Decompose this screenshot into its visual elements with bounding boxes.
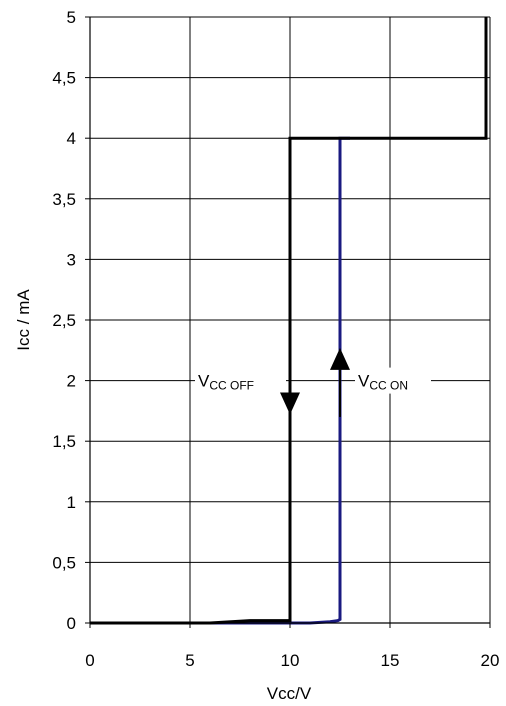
x-tick-label: 5: [185, 651, 194, 670]
x-tick-label: 20: [481, 651, 500, 670]
y-axis-title: Icc / mA: [14, 289, 33, 351]
y-tick-label: 4,5: [52, 69, 76, 88]
y-tick-label: 3: [67, 250, 76, 269]
y-tick-label: 2: [67, 372, 76, 391]
y-tick-label: 1,5: [52, 432, 76, 451]
annotation-label-bg: [195, 367, 279, 394]
x-tick-label: 15: [381, 651, 400, 670]
y-tick-label: 1: [67, 493, 76, 512]
annotation-arrow-head: [330, 347, 350, 370]
annotation-arrow-head: [280, 392, 300, 415]
y-tick-label: 4: [67, 129, 76, 148]
y-tick-label: 3,5: [52, 190, 76, 209]
y-tick-label: 5: [67, 8, 76, 27]
y-tick-label: 2,5: [52, 311, 76, 330]
annotation-label-bg: [355, 367, 431, 394]
annotations: VCC OFF VCC ON: [195, 347, 431, 417]
vcc-off-label: VCC OFF: [198, 372, 254, 393]
x-axis-title: Vcc/V: [267, 684, 312, 703]
x-tick-label: 0: [85, 651, 94, 670]
vcc-on-label: VCC ON: [358, 372, 408, 393]
y-tick-label: 0,5: [52, 553, 76, 572]
y-tick-label: 0: [67, 614, 76, 633]
x-tick-label: 10: [281, 651, 300, 670]
axes: 0 0,5 1 1,5 2 2,5 3 3,5 4 4,5 5 0 5 10 15 20: [52, 8, 499, 670]
